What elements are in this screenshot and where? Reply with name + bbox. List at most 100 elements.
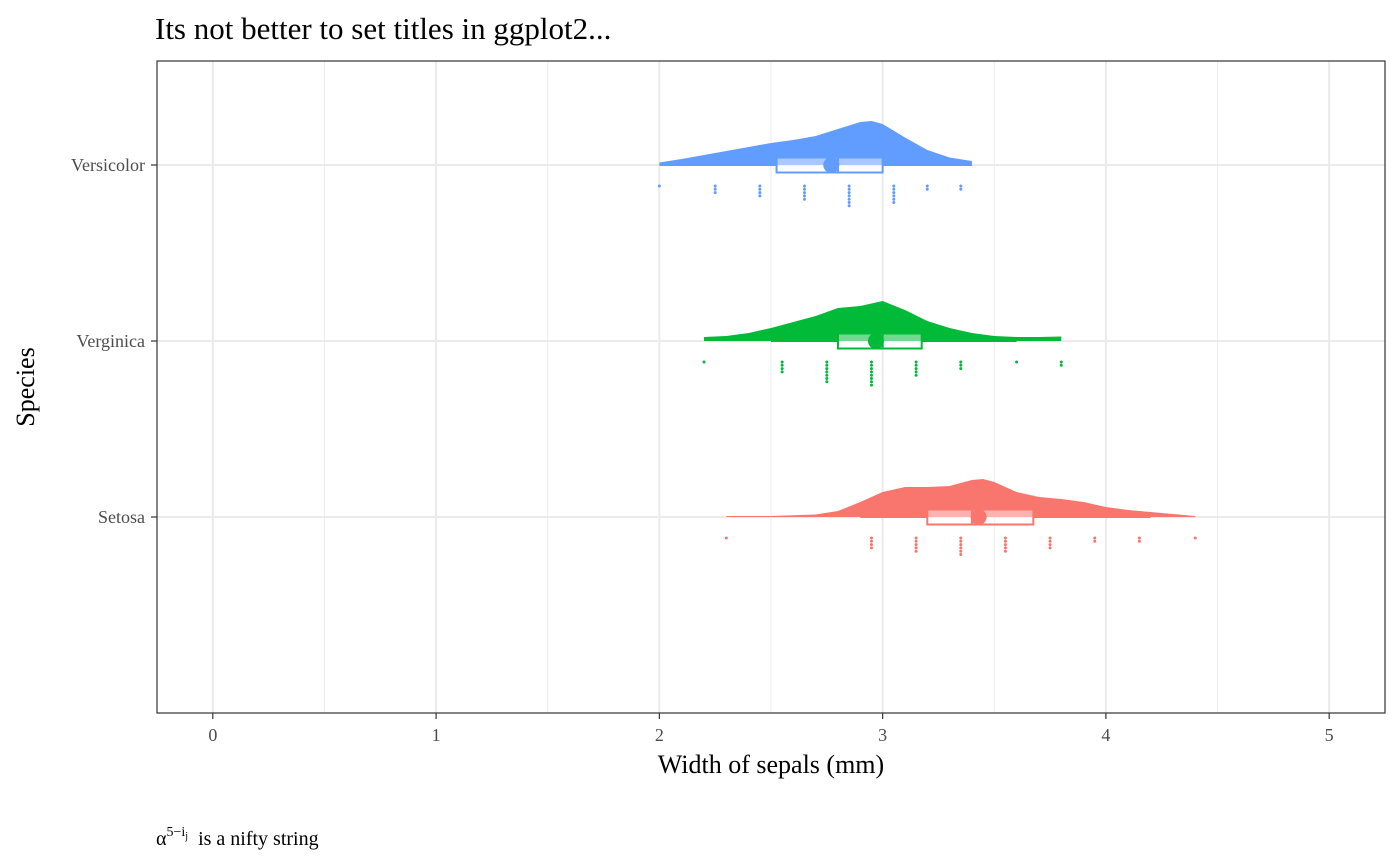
rain-point xyxy=(1048,539,1052,543)
rain-point xyxy=(780,360,784,364)
rain-point xyxy=(825,360,829,364)
rain-point xyxy=(1003,549,1007,553)
rain-point xyxy=(1048,536,1052,540)
x-tick-label: 4 xyxy=(1101,725,1110,745)
y-tick-label: Verginica xyxy=(76,331,145,351)
rain-point xyxy=(869,373,873,377)
rain-point xyxy=(892,201,896,204)
rain-point xyxy=(914,549,918,553)
plot-panel-border xyxy=(156,60,1386,714)
rain-point xyxy=(825,370,829,374)
rain-point xyxy=(892,187,896,191)
rain-point xyxy=(892,194,896,198)
y-tick-label: Versicolor xyxy=(71,155,145,175)
rain-point xyxy=(869,370,873,374)
rain-point xyxy=(959,367,963,371)
rain-point xyxy=(959,360,963,364)
rain-point xyxy=(802,194,806,198)
rain-point xyxy=(780,370,784,374)
rain-point xyxy=(914,539,918,543)
rain-point xyxy=(713,187,717,191)
rain-point xyxy=(1003,543,1007,547)
rain-point xyxy=(914,536,918,540)
rain-point xyxy=(847,184,851,188)
x-tick-label: 5 xyxy=(1325,725,1334,745)
rain-point xyxy=(825,380,829,384)
y-tick-label: Setosa xyxy=(98,507,145,527)
caption-superscript: 5−i xyxy=(166,825,185,840)
rain-point xyxy=(780,363,784,367)
rain-point xyxy=(724,536,728,540)
rain-point xyxy=(869,367,873,371)
rain-point xyxy=(847,187,851,191)
x-axis-title: Width of sepals (mm) xyxy=(658,750,884,779)
rain-point xyxy=(780,367,784,371)
rain-point xyxy=(825,363,829,367)
rain-point xyxy=(869,536,873,540)
rain-point xyxy=(825,367,829,371)
rain-point xyxy=(1059,360,1063,364)
rain-point xyxy=(1048,546,1052,550)
rain-point xyxy=(869,539,873,543)
rain-point xyxy=(892,191,896,195)
rain-point xyxy=(1048,543,1052,547)
rain-point xyxy=(758,184,762,188)
rain-point xyxy=(758,191,762,195)
rain-point xyxy=(925,187,929,191)
rain-point xyxy=(847,204,851,208)
caption-subscript: j xyxy=(184,831,188,842)
rain-point xyxy=(914,543,918,547)
rain-point xyxy=(802,187,806,191)
rain-point xyxy=(847,201,851,204)
rain-point xyxy=(847,191,851,195)
rain-point xyxy=(959,543,963,547)
rain-point xyxy=(959,184,963,188)
rain-point xyxy=(825,377,829,380)
rain-point xyxy=(914,546,918,550)
chart-title: Its not better to set titles in ggplot2.… xyxy=(155,11,611,46)
density-clouds xyxy=(659,121,1196,517)
mean-point xyxy=(867,333,884,349)
rain-point xyxy=(892,184,896,188)
mean-point xyxy=(970,509,987,525)
x-tick-label: 1 xyxy=(432,725,441,745)
rain-point xyxy=(758,187,762,191)
rain-point xyxy=(869,383,873,387)
rain-point xyxy=(1093,539,1097,543)
rain-point xyxy=(1137,536,1141,540)
rain-point xyxy=(869,543,873,547)
rain-point xyxy=(713,184,717,188)
rain-point xyxy=(959,539,963,543)
caption-base: α xyxy=(156,828,167,850)
density-cloud xyxy=(659,121,972,165)
rain-point xyxy=(702,360,706,364)
rain-point xyxy=(1059,363,1063,367)
x-tick-label: 0 xyxy=(208,725,217,745)
y-axis-title: Species xyxy=(11,347,40,426)
rain-point xyxy=(959,187,963,191)
boxplots xyxy=(659,156,1151,526)
rain-point xyxy=(869,363,873,367)
rain-point xyxy=(914,363,918,367)
rain-point xyxy=(959,536,963,540)
rain-point xyxy=(869,380,873,384)
x-tick-label: 2 xyxy=(655,725,664,745)
rain-point xyxy=(1003,536,1007,540)
rain-point xyxy=(959,546,963,550)
rain-point xyxy=(802,197,806,201)
caption-text: is a nifty string xyxy=(198,828,319,850)
rain-point xyxy=(1003,546,1007,550)
rain-point xyxy=(825,373,829,377)
rain-point xyxy=(1193,536,1197,540)
rain-point xyxy=(847,197,851,201)
density-cloud xyxy=(704,301,1062,341)
density-cloud xyxy=(726,479,1196,517)
rain-point xyxy=(1003,539,1007,543)
y-axis: Versicolor Verginica Setosa xyxy=(71,155,157,527)
rain-point xyxy=(869,546,873,550)
rain-point xyxy=(802,191,806,195)
rain-point xyxy=(925,184,929,188)
rain-point xyxy=(914,370,918,374)
rain-point xyxy=(914,360,918,364)
